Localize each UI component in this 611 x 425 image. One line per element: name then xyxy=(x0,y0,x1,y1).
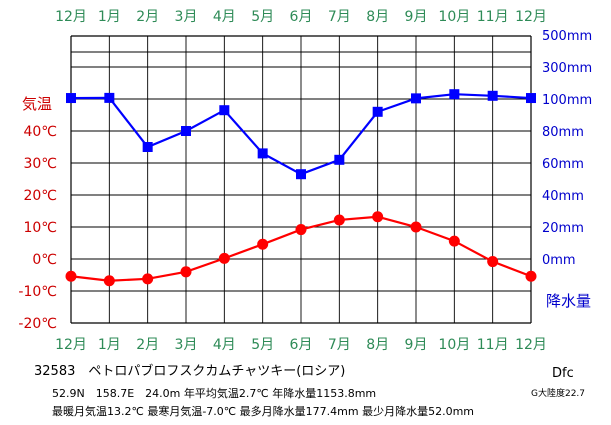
month-label: 1月 xyxy=(98,9,121,25)
continentality-index: G大陸度22.7 xyxy=(531,389,586,399)
temperature-point xyxy=(487,256,499,268)
temperature-point xyxy=(142,273,154,285)
precipitation-point xyxy=(219,105,230,116)
precipitation-tick-label: 60mm xyxy=(542,157,584,172)
temperature-point xyxy=(448,235,460,247)
month-label: 1月 xyxy=(98,337,121,353)
month-label: 4月 xyxy=(213,337,236,353)
month-label: 5月 xyxy=(251,337,274,353)
precipitation-point xyxy=(104,92,115,103)
temperature-tick-label: -20℃ xyxy=(18,316,57,332)
month-labels-bottom: 12月 1月 2月 3月 4月 5月 6月 7月 8月 9月 10月 11月 12月 xyxy=(55,337,547,353)
precipitation-tick-label: 500mm xyxy=(542,29,592,44)
temperature-point xyxy=(333,214,345,226)
temperature-point xyxy=(410,221,422,233)
temperature-point xyxy=(103,275,115,287)
month-label: 5月 xyxy=(251,9,274,25)
month-label: 11月 xyxy=(477,337,509,353)
month-label: 12月 xyxy=(515,337,547,353)
month-label: 2月 xyxy=(136,337,159,353)
precipitation-axis-label: 降水量 xyxy=(546,292,591,310)
temperature-tick-label: 20℃ xyxy=(23,188,57,204)
month-label: 12月 xyxy=(55,9,87,25)
climate-classification: Dfc xyxy=(552,366,574,381)
month-label: 8月 xyxy=(366,337,389,353)
precipitation-tick-label: 80mm xyxy=(542,125,584,140)
temperature-tick-label: -10℃ xyxy=(18,284,57,300)
chart-grid xyxy=(70,35,532,324)
temperature-point xyxy=(218,252,230,264)
month-label: 7月 xyxy=(328,337,351,353)
month-label: 12月 xyxy=(55,337,87,353)
month-label: 3月 xyxy=(175,9,198,25)
precipitation-tick-label: 20mm xyxy=(542,221,584,236)
temperature-point xyxy=(372,211,384,223)
precipitation-point xyxy=(411,93,421,104)
temperature-axis-label: 気温 xyxy=(22,95,52,113)
precipitation-tick-label: 40mm xyxy=(542,189,584,204)
station-title: 32583 ペトロパブロフスクカムチャツキー(ロシア) xyxy=(34,364,346,379)
precipitation-point xyxy=(66,93,76,104)
precipitation-axis-ticks: 500mm 300mm 100mm 80mm 60mm 40mm 20mm 0mm xyxy=(542,29,592,268)
month-label: 10月 xyxy=(438,9,470,25)
month-label: 12月 xyxy=(515,9,547,25)
temperature-point xyxy=(295,224,307,236)
temperature-axis-ticks: 40℃ 30℃ 20℃ 10℃ 0℃ -10℃ -20℃ xyxy=(18,124,57,332)
month-label: 6月 xyxy=(290,9,313,25)
temperature-series xyxy=(65,211,537,287)
temperature-tick-label: 0℃ xyxy=(32,252,57,268)
precipitation-point xyxy=(372,106,383,117)
month-label: 3月 xyxy=(175,337,198,353)
temperature-point xyxy=(525,270,537,282)
month-label: 6月 xyxy=(290,337,313,353)
precipitation-tick-label: 300mm xyxy=(542,61,592,76)
precipitation-point xyxy=(257,148,268,159)
month-label: 9月 xyxy=(405,337,428,353)
climate-chart: 12月 1月 2月 3月 4月 5月 6月 7月 8月 9月 10月 11月 12月 12月 1月 2月 3月… xyxy=(18,9,592,353)
temperature-point xyxy=(180,266,192,278)
precipitation-tick-label: 0mm xyxy=(542,253,576,268)
precipitation-point xyxy=(181,126,191,136)
month-labels-top: 12月 1月 2月 3月 4月 5月 6月 7月 8月 9月 10月 11月 12月 xyxy=(55,9,547,25)
month-label: 2月 xyxy=(136,9,159,25)
temperature-point xyxy=(65,270,77,282)
month-label: 10月 xyxy=(438,337,470,353)
precipitation-point xyxy=(526,93,536,104)
station-summary-line2: 最暖月気温13.2℃ 最寒月気温-7.0℃ 最多月降水量177.4mm 最少月降… xyxy=(52,405,474,418)
month-label: 4月 xyxy=(213,9,236,25)
temperature-tick-label: 40℃ xyxy=(23,124,57,140)
precipitation-point xyxy=(449,89,460,100)
month-label: 7月 xyxy=(328,9,351,25)
month-label: 8月 xyxy=(366,9,389,25)
temperature-tick-label: 30℃ xyxy=(23,156,57,172)
precipitation-point xyxy=(487,90,498,101)
temperature-point xyxy=(257,238,269,250)
precipitation-point xyxy=(334,154,345,165)
precipitation-point xyxy=(296,169,306,180)
precipitation-point xyxy=(142,142,153,152)
precipitation-tick-label: 100mm xyxy=(542,93,592,108)
precipitation-series xyxy=(66,89,536,180)
temperature-tick-label: 10℃ xyxy=(23,220,57,236)
month-label: 9月 xyxy=(405,9,428,25)
station-summary-line1: 52.9N 158.7E 24.0m 年平均気温2.7℃ 年降水量1153.8m… xyxy=(52,387,377,400)
month-label: 11月 xyxy=(477,9,509,25)
